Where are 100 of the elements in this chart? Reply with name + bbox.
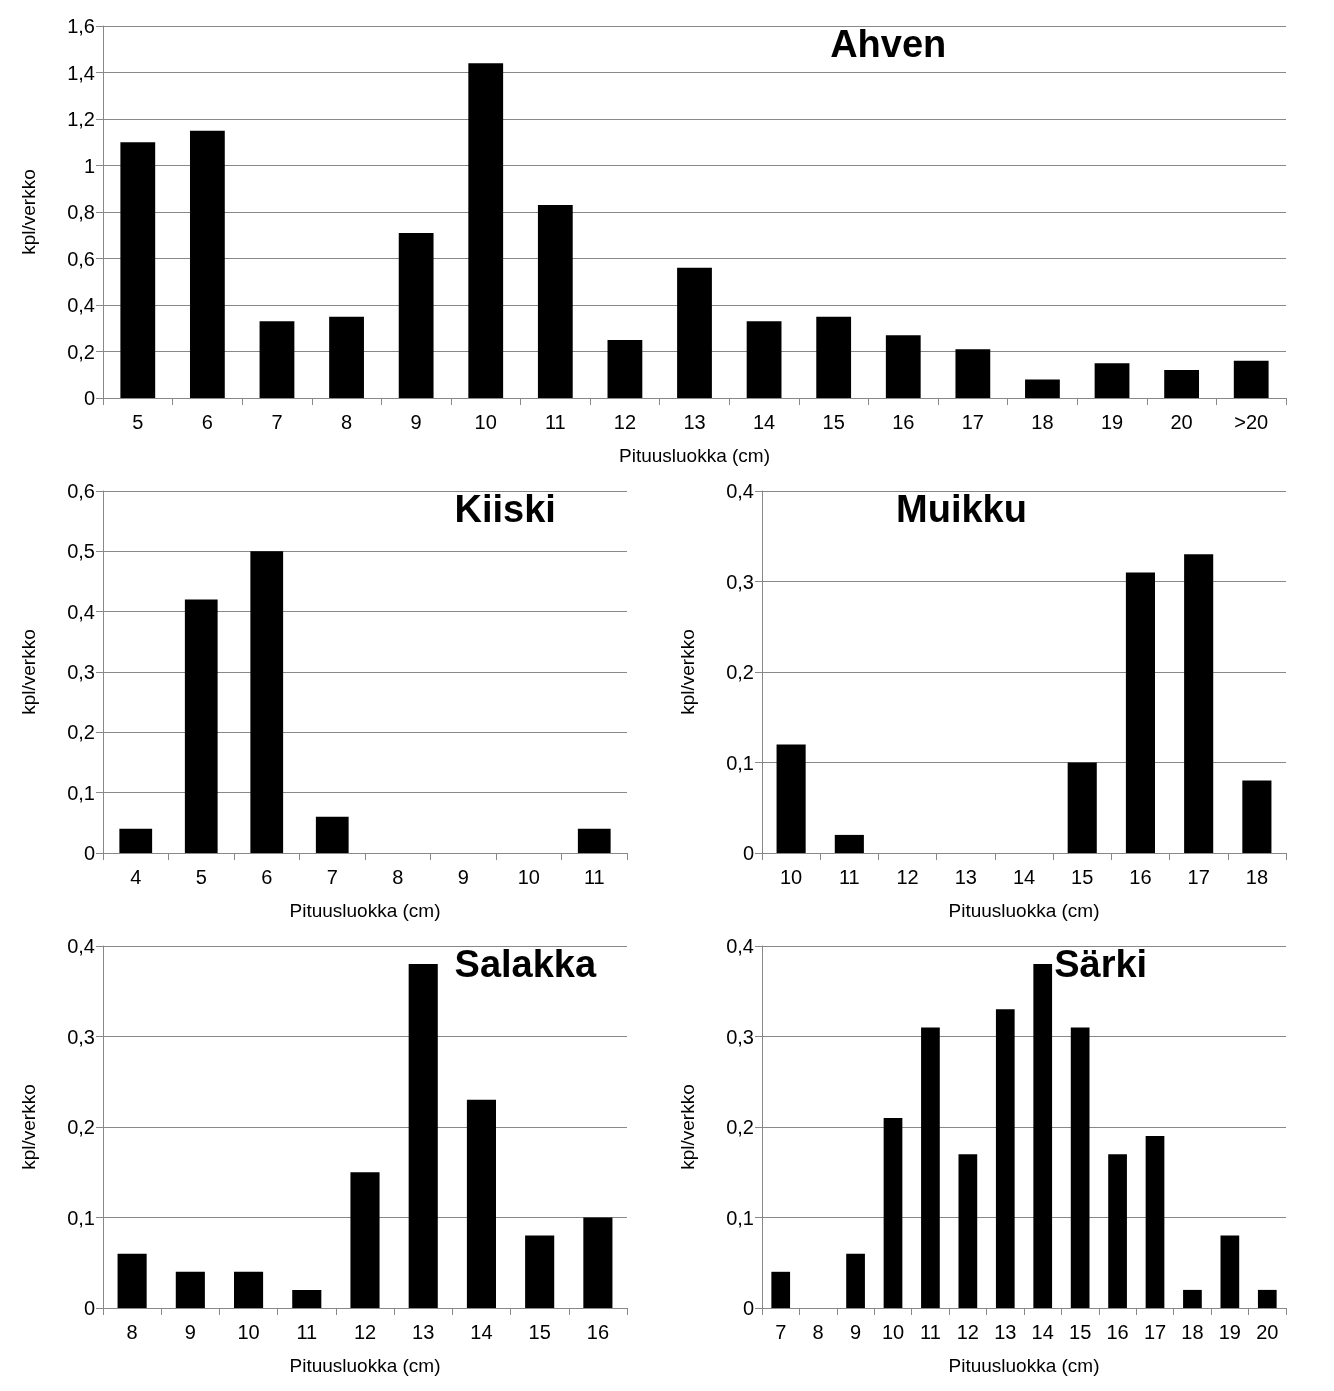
y-axis-title: kpl/verkko xyxy=(677,629,698,715)
x-tick-label: 8 xyxy=(392,866,404,888)
chart-title: Salakka xyxy=(454,943,597,985)
bar xyxy=(816,316,852,398)
x-tick-label: 7 xyxy=(775,1321,787,1343)
bar xyxy=(315,816,349,853)
x-tick-label: 18 xyxy=(1181,1321,1204,1343)
y-tick-label: 0,3 xyxy=(726,1025,754,1048)
bar xyxy=(525,1235,555,1308)
y-tick-label: 1,2 xyxy=(67,108,95,130)
bar xyxy=(1108,1154,1127,1308)
y-tick-label: 1 xyxy=(83,154,95,177)
x-axis-title: Pituusluokka (cm) xyxy=(289,1355,441,1376)
chart-title: Särki xyxy=(1054,943,1148,985)
x-tick-label: 19 xyxy=(1218,1321,1241,1343)
x-axis-title: Pituusluokka (cm) xyxy=(619,445,770,466)
x-tick-label: 6 xyxy=(261,866,273,888)
y-tick-label: 0,2 xyxy=(67,340,95,363)
bar xyxy=(329,316,364,398)
x-tick-label: 5 xyxy=(132,411,144,433)
x-tick-label: 16 xyxy=(892,411,915,433)
bar xyxy=(834,834,864,853)
bar xyxy=(468,63,504,398)
bar xyxy=(583,1217,613,1308)
x-tick-label: 9 xyxy=(184,1321,196,1343)
x-tick-label: 15 xyxy=(822,411,845,433)
x-tick-label: 14 xyxy=(1012,866,1036,888)
y-tick-label: 0,6 xyxy=(67,480,95,502)
bar xyxy=(184,599,218,853)
y-tick-label: 0,3 xyxy=(67,1025,95,1048)
x-tick-label: 9 xyxy=(850,1321,862,1343)
y-tick-label: 0,1 xyxy=(726,1206,754,1229)
bar xyxy=(120,142,156,398)
x-tick-label: 8 xyxy=(126,1321,138,1343)
bar xyxy=(398,232,434,398)
y-tick-label: 0,2 xyxy=(67,1116,95,1138)
bar xyxy=(1025,379,1060,398)
x-tick-label: 14 xyxy=(470,1321,493,1343)
x-tick-label: >20 xyxy=(1234,411,1269,433)
x-tick-label: 13 xyxy=(412,1321,435,1343)
x-tick-label: 11 xyxy=(544,411,566,433)
x-tick-label: 8 xyxy=(341,411,353,433)
x-tick-label: 15 xyxy=(528,1321,551,1343)
bar xyxy=(175,1271,205,1308)
x-tick-label: 7 xyxy=(326,866,338,888)
bar xyxy=(234,1271,264,1308)
x-tick-label: 15 xyxy=(1069,1321,1092,1343)
bar xyxy=(955,349,991,398)
x-tick-label: 11 xyxy=(920,1321,941,1343)
bar xyxy=(1145,1136,1165,1308)
chart-title: Kiiski xyxy=(454,488,556,530)
bar xyxy=(1164,370,1200,398)
bar xyxy=(1242,780,1272,853)
bar xyxy=(883,1117,903,1308)
bar xyxy=(995,1009,1015,1308)
y-tick-label: 0,2 xyxy=(726,661,754,683)
y-axis-title: kpl/verkko xyxy=(18,169,39,255)
bar xyxy=(746,321,782,398)
bar xyxy=(1033,964,1053,1308)
bar xyxy=(1257,1289,1277,1308)
bar xyxy=(250,551,284,853)
x-tick-label: 12 xyxy=(896,866,919,888)
x-tick-label: 13 xyxy=(954,866,977,888)
y-tick-label: 0 xyxy=(83,1297,95,1319)
y-tick-label: 0,1 xyxy=(67,1206,95,1229)
x-tick-label: 6 xyxy=(201,411,213,433)
y-tick-label: 0 xyxy=(83,387,95,409)
x-tick-label: 13 xyxy=(683,411,706,433)
x-tick-label: 9 xyxy=(457,866,469,888)
y-axis-title: kpl/verkko xyxy=(677,1084,698,1170)
x-tick-label: 8 xyxy=(812,1321,824,1343)
bar xyxy=(577,828,611,853)
x-tick-label: 15 xyxy=(1071,866,1094,888)
y-axis-title: kpl/verkko xyxy=(18,1084,39,1170)
bar xyxy=(607,339,643,398)
x-tick-label: 10 xyxy=(881,1321,905,1343)
x-tick-label: 13 xyxy=(994,1321,1017,1343)
x-tick-label: 10 xyxy=(237,1321,260,1343)
y-tick-label: 0,4 xyxy=(67,600,95,623)
x-tick-label: 16 xyxy=(586,1321,610,1343)
x-axis-title: Pituusluokka (cm) xyxy=(948,900,1100,921)
x-tick-label: 14 xyxy=(752,411,776,433)
bar xyxy=(958,1154,978,1308)
chart-title: Ahven xyxy=(830,23,947,65)
y-tick-label: 0,1 xyxy=(67,781,95,804)
y-axis-title: kpl/verkko xyxy=(18,629,39,715)
chart-title: Muikku xyxy=(896,488,1027,530)
bar xyxy=(846,1253,865,1308)
bar xyxy=(119,828,153,853)
x-tick-label: 12 xyxy=(353,1321,377,1343)
x-tick-label: 10 xyxy=(517,866,540,888)
y-tick-label: 0 xyxy=(83,842,95,864)
y-tick-label: 0,3 xyxy=(726,570,754,593)
y-tick-label: 1,4 xyxy=(67,61,95,84)
y-tick-label: 0,4 xyxy=(726,480,754,502)
bar xyxy=(466,1099,496,1308)
x-tick-label: 17 xyxy=(961,411,984,433)
bar xyxy=(1125,572,1155,853)
x-tick-label: 11 xyxy=(583,866,605,888)
x-tick-label: 7 xyxy=(271,411,283,433)
